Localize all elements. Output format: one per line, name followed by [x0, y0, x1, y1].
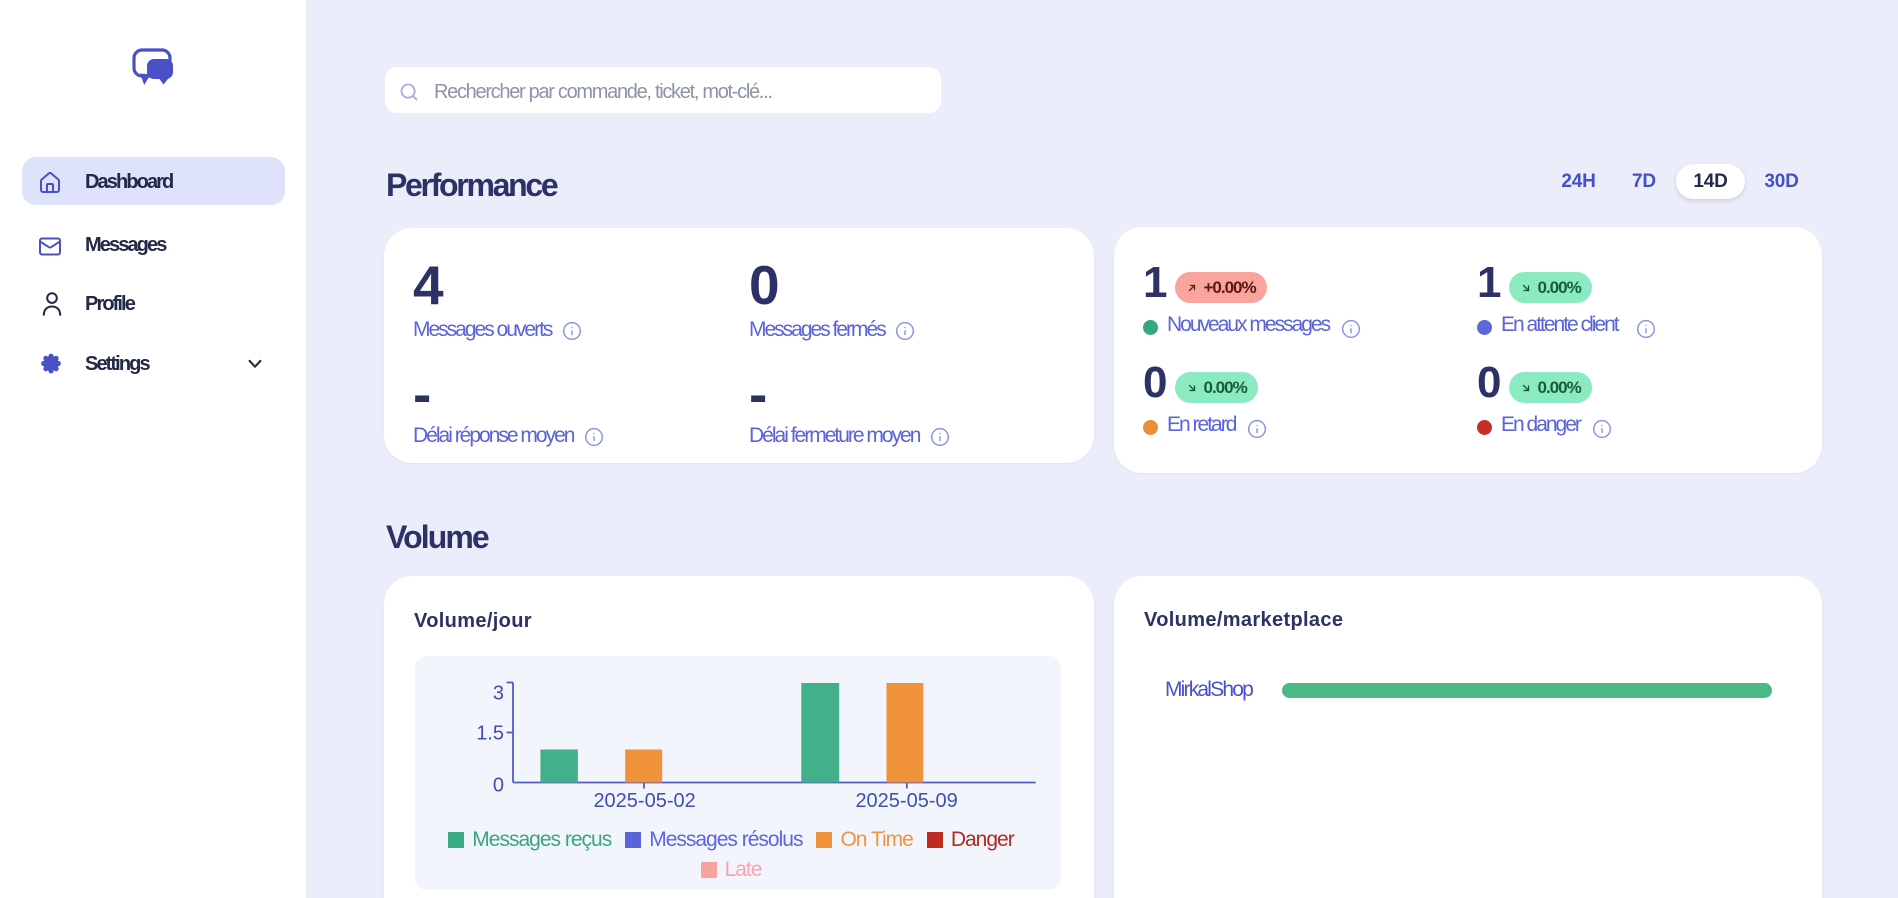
svg-text:2025-05-09: 2025-05-09	[855, 790, 957, 812]
svg-text:0: 0	[493, 774, 504, 796]
svg-text:1.5: 1.5	[476, 722, 504, 744]
svg-text:3: 3	[493, 683, 504, 705]
svg-text:2025-05-02: 2025-05-02	[593, 790, 695, 812]
